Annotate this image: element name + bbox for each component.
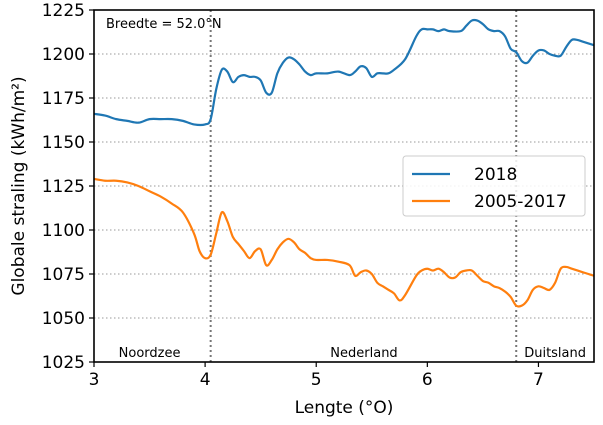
y-tick-label: 1050 (42, 309, 85, 329)
y-axis-label: Globale straling (kWh/m²) (9, 76, 29, 295)
y-tick-label: 1150 (42, 133, 85, 153)
legend-entry: 2018 (474, 165, 517, 185)
series-line-2018 (93, 18, 595, 127)
y-tick-label: 1075 (42, 265, 85, 285)
y-tick-label: 1125 (42, 177, 85, 197)
latitude-annotation: Breedte = 52.0°N (106, 17, 222, 32)
region-labels: Noordzee Nederland Duitsland (119, 346, 586, 361)
x-tick-label: 7 (533, 370, 544, 390)
y-tick-label: 1025 (42, 353, 85, 373)
region-label: Noordzee (119, 346, 181, 361)
y-tick-label: 1175 (42, 89, 85, 109)
region-label: Nederland (330, 346, 397, 361)
y-tick-label: 1225 (42, 1, 85, 21)
y-tick-label: 1100 (42, 221, 85, 241)
x-tick-label: 3 (89, 370, 100, 390)
x-axis-label: Lengte (°O) (295, 398, 394, 418)
series-line-2005-2017 (93, 177, 595, 308)
legend: 2018 2005-2017 (402, 155, 586, 217)
x-tick-label: 4 (200, 370, 211, 390)
series-lines (93, 18, 595, 308)
x-axis-ticks: 3 4 5 6 7 (89, 362, 544, 390)
y-axis-ticks: 1025 1050 1075 1100 1125 1150 1175 1200 1225 (42, 1, 94, 373)
y-tick-label: 1200 (42, 45, 85, 65)
x-tick-label: 5 (311, 370, 322, 390)
legend-entry: 2005-2017 (474, 192, 567, 212)
region-label: Duitsland (524, 346, 586, 361)
x-tick-label: 6 (422, 370, 433, 390)
